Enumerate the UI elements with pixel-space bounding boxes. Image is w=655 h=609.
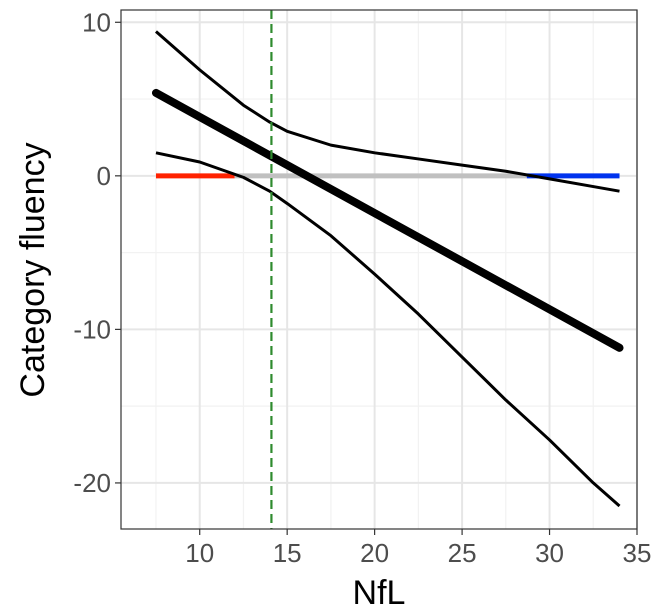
x-tick-label: 15: [273, 538, 302, 568]
axis-tick-labels: 10 15 20 25 30 35 10 0 -10 -20: [73, 7, 651, 568]
y-tick-label: 0: [97, 161, 111, 191]
series-layer: [151, 10, 624, 529]
y-tick-label: -20: [73, 468, 111, 498]
y-tick-label: -10: [73, 314, 111, 344]
x-tick-label: 35: [623, 538, 652, 568]
plot-border: [120, 9, 638, 530]
x-axis-title: NfL: [353, 574, 406, 609]
x-tick-label: 20: [360, 538, 389, 568]
x-tick-label: 30: [535, 538, 564, 568]
x-tick-label: 10: [185, 538, 214, 568]
estimate-line: [151, 88, 624, 352]
axis-ticks: [115, 21, 638, 535]
y-axis-title: Category fluency: [14, 142, 52, 397]
lower-ci-line: [155, 151, 621, 508]
upper-ci-line: [154, 30, 620, 193]
y-tick-label: 10: [82, 7, 111, 37]
x-tick-label: 25: [448, 538, 477, 568]
